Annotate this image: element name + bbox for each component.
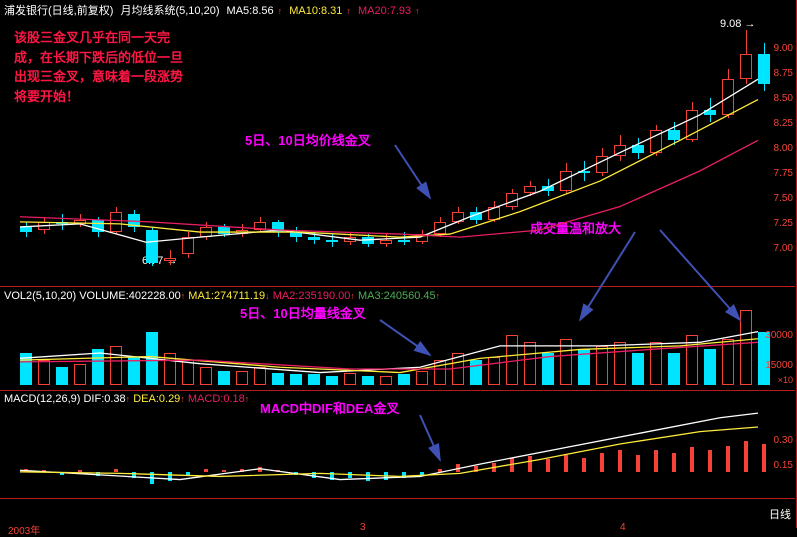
divider (0, 286, 795, 287)
volume-header: VOL2(5,10,20) VOLUME:402228.00↑ MA1:2747… (4, 290, 440, 302)
stock-name: 浦发银行(日线,前复权) (4, 5, 113, 17)
price-chart (0, 18, 765, 283)
footer-label: 日线 (769, 506, 791, 522)
volume-axis: 3000015000 (765, 305, 797, 385)
ma20-label: MA20:7.93 (358, 5, 411, 17)
up-arrow-icon: ↑ (415, 6, 420, 16)
x10-label: ×10 (778, 375, 793, 385)
divider (0, 390, 795, 391)
up-arrow-icon: ↑ (278, 6, 283, 16)
macd-axis: 0.300.15 (765, 410, 797, 495)
chart-header: 浦发银行(日线,前复权) 月均线系统(5,10,20) MA5:8.56 ↑ MA… (4, 2, 424, 18)
system-name: 月均线系统(5,10,20) (120, 5, 219, 17)
volume-chart (0, 305, 765, 385)
macd-header: MACD(12,26,9) DIF:0.38↑ DEA:0.29↑ MACD:0… (4, 393, 249, 405)
divider (0, 498, 795, 499)
ma5-label: MA5:8.56 (227, 5, 274, 17)
ma10-label: MA10:8.31 (289, 5, 342, 17)
macd-chart (0, 410, 765, 495)
price-axis: 9.008.758.508.258.007.757.507.257.00 (765, 18, 797, 283)
up-arrow-icon: ↑ (346, 6, 351, 16)
